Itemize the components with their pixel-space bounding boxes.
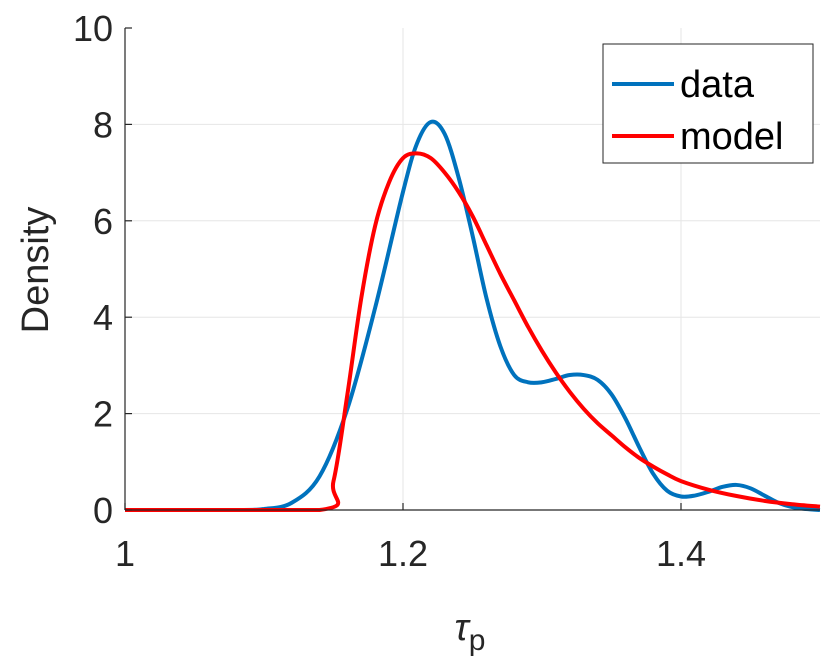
x-tick-label: 1.4: [656, 533, 706, 574]
x-axis-title: τp: [455, 607, 486, 656]
x-axis-title-subscript: p: [469, 624, 486, 656]
legend: data model: [602, 43, 814, 164]
y-axis-title: Density: [15, 207, 57, 334]
tick-labels: 1 1.2 1.4 0 2 4 6 8 10: [73, 8, 706, 574]
y-tick-label: 2: [93, 394, 113, 435]
legend-label-model: model: [680, 116, 784, 158]
series-lines: [125, 119, 821, 512]
x-axis-title-symbol: τ: [455, 607, 472, 649]
y-tick-label: 10: [73, 8, 113, 49]
series-line-model: [125, 151, 821, 512]
x-tick-label: 1.2: [378, 533, 428, 574]
y-tick-label: 0: [93, 490, 113, 531]
y-tick-label: 4: [93, 297, 113, 338]
series-line-data: [125, 119, 821, 512]
x-tick-label: 1: [115, 533, 135, 574]
axes: [124, 27, 820, 511]
legend-box: [602, 43, 814, 164]
legend-label-data: data: [680, 64, 755, 106]
y-tick-label: 8: [93, 104, 113, 145]
y-tick-label: 6: [93, 201, 113, 242]
